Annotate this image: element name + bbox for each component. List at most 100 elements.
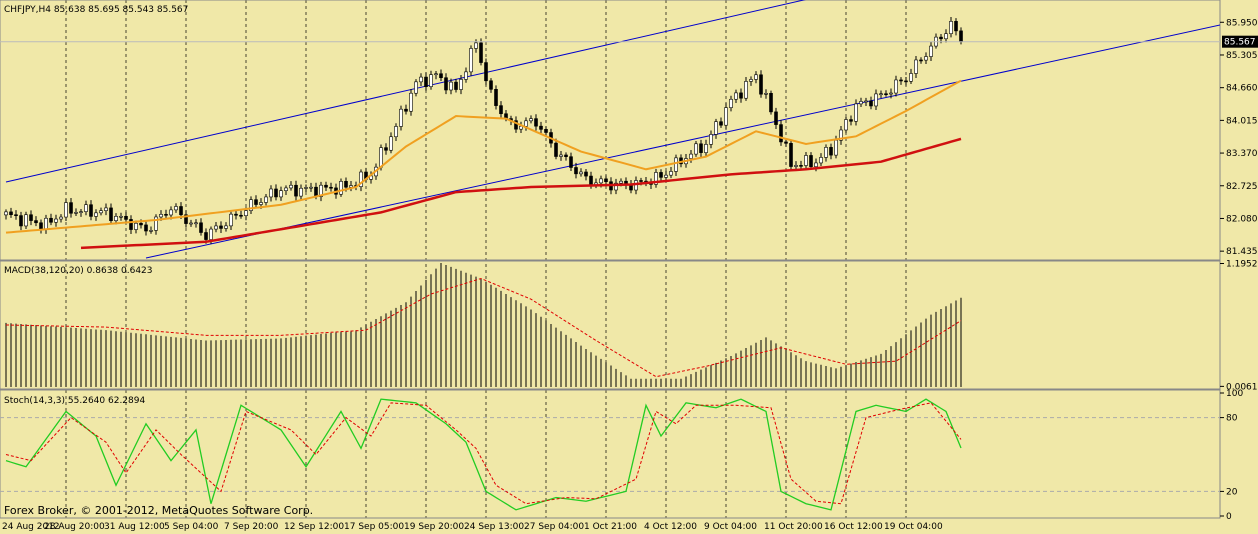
candle-body (709, 134, 713, 145)
candle-body (474, 42, 478, 49)
candle-body (239, 214, 243, 217)
candle-body (29, 214, 33, 221)
candle-body (429, 74, 433, 87)
stochastic-lines (5, 398, 962, 511)
candle-body (234, 213, 238, 216)
candle-body (189, 222, 193, 225)
candle-body (494, 89, 498, 106)
candle-body (104, 207, 108, 211)
stoch-tick-label: 80 (1226, 414, 1238, 424)
candle-body (829, 147, 833, 156)
candle-body (939, 36, 943, 40)
candle-body (869, 100, 873, 107)
candle-body (394, 126, 398, 138)
candle-body (174, 206, 178, 211)
current-price-marker: 85.567 (0, 35, 1258, 48)
candle-body (469, 48, 473, 73)
candle-body (409, 92, 413, 112)
time-tick-label: 24 Aug 2012 (2, 522, 60, 532)
candle-body (819, 157, 823, 164)
candle-body (664, 174, 668, 178)
price-tick-label: 81.435 (1226, 247, 1258, 257)
candle-body (914, 59, 918, 74)
candle-body (264, 196, 268, 203)
candle-body (114, 216, 118, 221)
candle-body (289, 184, 293, 189)
candle-body (419, 76, 423, 83)
candle-body (39, 222, 43, 230)
candle-body (209, 228, 213, 240)
candle-body (554, 142, 558, 157)
macd-axis: 1.1952 0.0061 (1220, 259, 1258, 392)
candle-body (224, 225, 228, 229)
time-tick-label: 27 Sep 04:00 (524, 522, 584, 532)
candle-body (129, 219, 133, 230)
candle-body (529, 118, 533, 122)
candle-body (809, 155, 813, 167)
candle-body (589, 175, 593, 185)
candle-body (729, 98, 733, 108)
candle-body (319, 184, 323, 197)
trend-line (145, 24, 1220, 259)
stoch-d-line (5, 402, 962, 505)
candle-body (824, 147, 828, 158)
candle-body (874, 93, 878, 107)
candle-body (719, 121, 723, 126)
candle-body (159, 214, 163, 218)
price-tick-label: 85.950 (1226, 18, 1258, 28)
candle-body (599, 178, 603, 184)
candle-body (109, 207, 113, 221)
candle-body (784, 141, 788, 144)
price-tick-label: 83.370 (1226, 149, 1258, 159)
candle-body (454, 81, 458, 90)
candle-body (579, 171, 583, 175)
candle-body (339, 181, 343, 195)
candle-body (559, 154, 563, 157)
candle-body (674, 157, 678, 172)
copyright-text: Forex Broker, © 2001-2012, MetaQuotes So… (4, 504, 313, 517)
macd-tick-label: 1.1952 (1226, 259, 1258, 269)
candle-body (779, 124, 783, 143)
candle-body (199, 222, 203, 233)
candle-body (794, 165, 798, 167)
candle-body (699, 143, 703, 153)
candle-body (844, 119, 848, 131)
candle-body (269, 188, 273, 198)
candle-body (959, 30, 963, 42)
candle-body (774, 111, 778, 125)
time-tick-label: 24 Sep 13:00 (464, 522, 524, 532)
candle-body (799, 165, 803, 167)
candle-body (44, 217, 48, 230)
candle-body (439, 73, 443, 79)
time-tick-label: 19 Sep 20:00 (404, 522, 464, 532)
price-axis: 85.950 85.305 84.660 84.015 83.370 82.725 82.0… (1220, 18, 1258, 257)
macd-histogram (5, 263, 962, 387)
candle-body (309, 186, 313, 189)
candle-body (814, 162, 818, 167)
candle-body (384, 147, 388, 151)
candle-body (944, 33, 948, 40)
candle-body (714, 121, 718, 135)
price-tick-label: 85.305 (1226, 51, 1258, 61)
candle-body (79, 211, 83, 213)
candle-body (64, 202, 68, 218)
candle-body (789, 143, 793, 167)
candle-body (849, 119, 853, 122)
stoch-pane-frame (0, 389, 1221, 519)
candle-body (759, 74, 763, 95)
candle-body (899, 79, 903, 82)
main-pane-frame (0, 0, 1221, 261)
candle-body (379, 147, 383, 168)
time-tick-label: 31 Aug 12:00 (104, 522, 165, 532)
trend-line (5, 0, 806, 183)
candle-body (154, 216, 158, 231)
candle-body (499, 105, 503, 115)
candlesticks (4, 16, 963, 244)
candle-body (659, 172, 663, 178)
macd-tick-label: 0.0061 (1226, 382, 1258, 392)
candle-body (804, 155, 808, 166)
price-tick-label: 84.660 (1226, 84, 1258, 94)
time-tick-label: 17 Sep 05:00 (344, 522, 404, 532)
candle-body (574, 167, 578, 175)
